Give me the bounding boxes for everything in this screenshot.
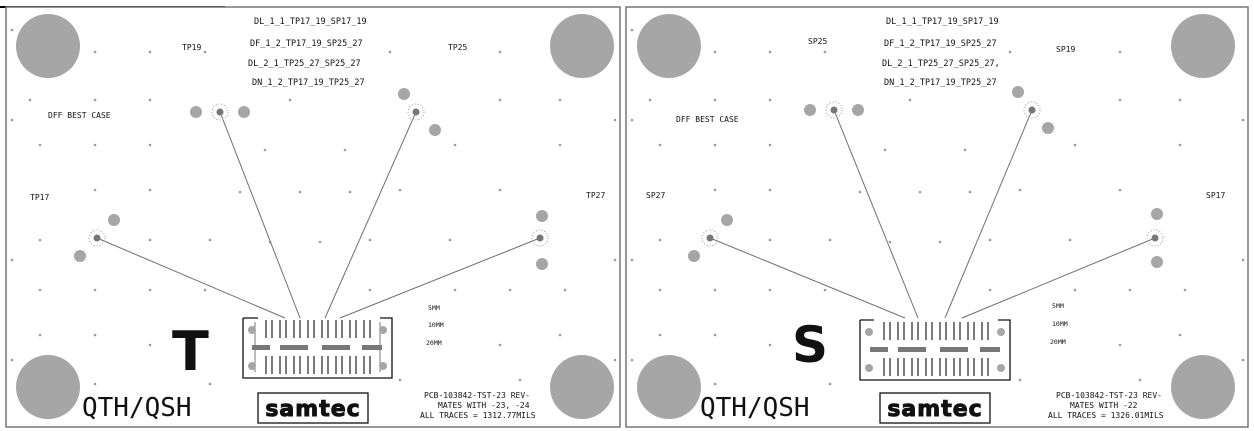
left-label-left: TP17	[30, 193, 49, 202]
right-length-5mm: 5MM	[1052, 302, 1064, 310]
right-panel: samtec DL_1_1_TP17_19_SP17_19 DF_1_2_TP1…	[625, 6, 1249, 428]
left-note-1: PCB-103842-TST-23 REV-	[424, 391, 530, 400]
right-label-top-left: SP25	[808, 37, 827, 46]
right-case-label: DFF BEST CASE	[676, 115, 739, 124]
right-testpoint-left	[688, 214, 733, 262]
right-note-1: PCB-103842-TST-23 REV-	[1056, 391, 1162, 400]
mounting-hole-top-right	[1171, 14, 1235, 78]
left-testpoint-top-left	[190, 103, 250, 121]
left-label-top-right: TP25	[448, 43, 467, 52]
right-net-label-1: DL_1_1_TP17_19_SP17_19	[886, 17, 999, 27]
left-letter: T	[172, 320, 209, 383]
left-label-right: TP27	[586, 191, 605, 200]
right-length-20mm: 20MM	[1050, 338, 1066, 346]
right-testpoint-top-right	[1012, 86, 1054, 134]
right-testpoint-top-left	[804, 101, 864, 119]
right-logo-text: samtec	[887, 397, 982, 422]
left-testpoint-right	[531, 210, 549, 270]
right-letter: S	[792, 316, 828, 374]
right-length-10mm: 10MM	[1052, 320, 1068, 328]
mounting-hole-top-right	[550, 14, 614, 78]
mounting-hole-bottom-right	[1171, 355, 1235, 419]
right-connector-footprint	[859, 319, 1011, 381]
right-traces	[709, 109, 1156, 319]
left-case-label: DFF BEST CASE	[48, 111, 111, 120]
left-net-label-4: DN_1_2_TP17_19_TP25_27	[252, 78, 365, 88]
left-panel: samtec DL_1_1_TP17_19_SP17_19 DF_1_2_TP1…	[5, 6, 621, 428]
left-net-label-1: DL_1_1_TP17_19_SP17_19	[254, 17, 367, 27]
left-label-top-left: TP19	[182, 43, 201, 52]
left-grid-dots	[10, 28, 617, 386]
right-net-label-4: DN_1_2_TP17_19_TP25_27	[884, 78, 997, 88]
left-product: QTH/QSH	[82, 393, 192, 423]
right-note-2: MATES WITH -22	[1070, 401, 1138, 410]
left-testpoint-left	[74, 214, 120, 262]
left-samtec-logo: samtec	[257, 392, 369, 424]
left-length-5mm: 5MM	[428, 304, 440, 312]
mounting-hole-top-left	[637, 14, 701, 78]
left-note-2: MATES WITH -23, -24	[438, 401, 530, 410]
mounting-hole-bottom-right	[550, 355, 614, 419]
right-label-left: SP27	[646, 191, 665, 200]
left-traces	[96, 111, 541, 319]
left-note-3: ALL TRACES = 1312.77MILS	[420, 411, 536, 420]
right-product: QTH/QSH	[700, 393, 810, 423]
left-board-outline	[5, 6, 621, 428]
left-net-label-3: DL_2_1_TP25_27_SP25_27	[248, 59, 361, 69]
left-net-label-2: DF_1_2_TP17_19_SP25_27	[250, 39, 363, 49]
right-label-right: SP17	[1206, 191, 1225, 200]
right-note-3: ALL TRACES = 1326.01MILS	[1048, 411, 1164, 420]
left-length-10mm: 10MM	[428, 321, 444, 329]
right-grid-dots	[630, 28, 1245, 386]
right-net-label-3: DL_2_1_TP25_27_SP25_27,	[882, 59, 1000, 69]
right-samtec-logo: samtec	[879, 392, 991, 424]
left-logo-text: samtec	[265, 397, 360, 422]
right-net-label-2: DF_1_2_TP17_19_SP25_27	[884, 39, 997, 49]
mounting-hole-bottom-left	[16, 355, 80, 419]
mounting-hole-top-left	[16, 14, 80, 78]
right-testpoint-right	[1146, 208, 1164, 268]
mounting-hole-bottom-left	[637, 355, 701, 419]
left-length-20mm: 20MM	[426, 339, 442, 347]
right-label-top-right: SP19	[1056, 45, 1075, 54]
left-connector-footprint	[242, 317, 393, 379]
left-testpoint-top-right	[398, 88, 441, 136]
